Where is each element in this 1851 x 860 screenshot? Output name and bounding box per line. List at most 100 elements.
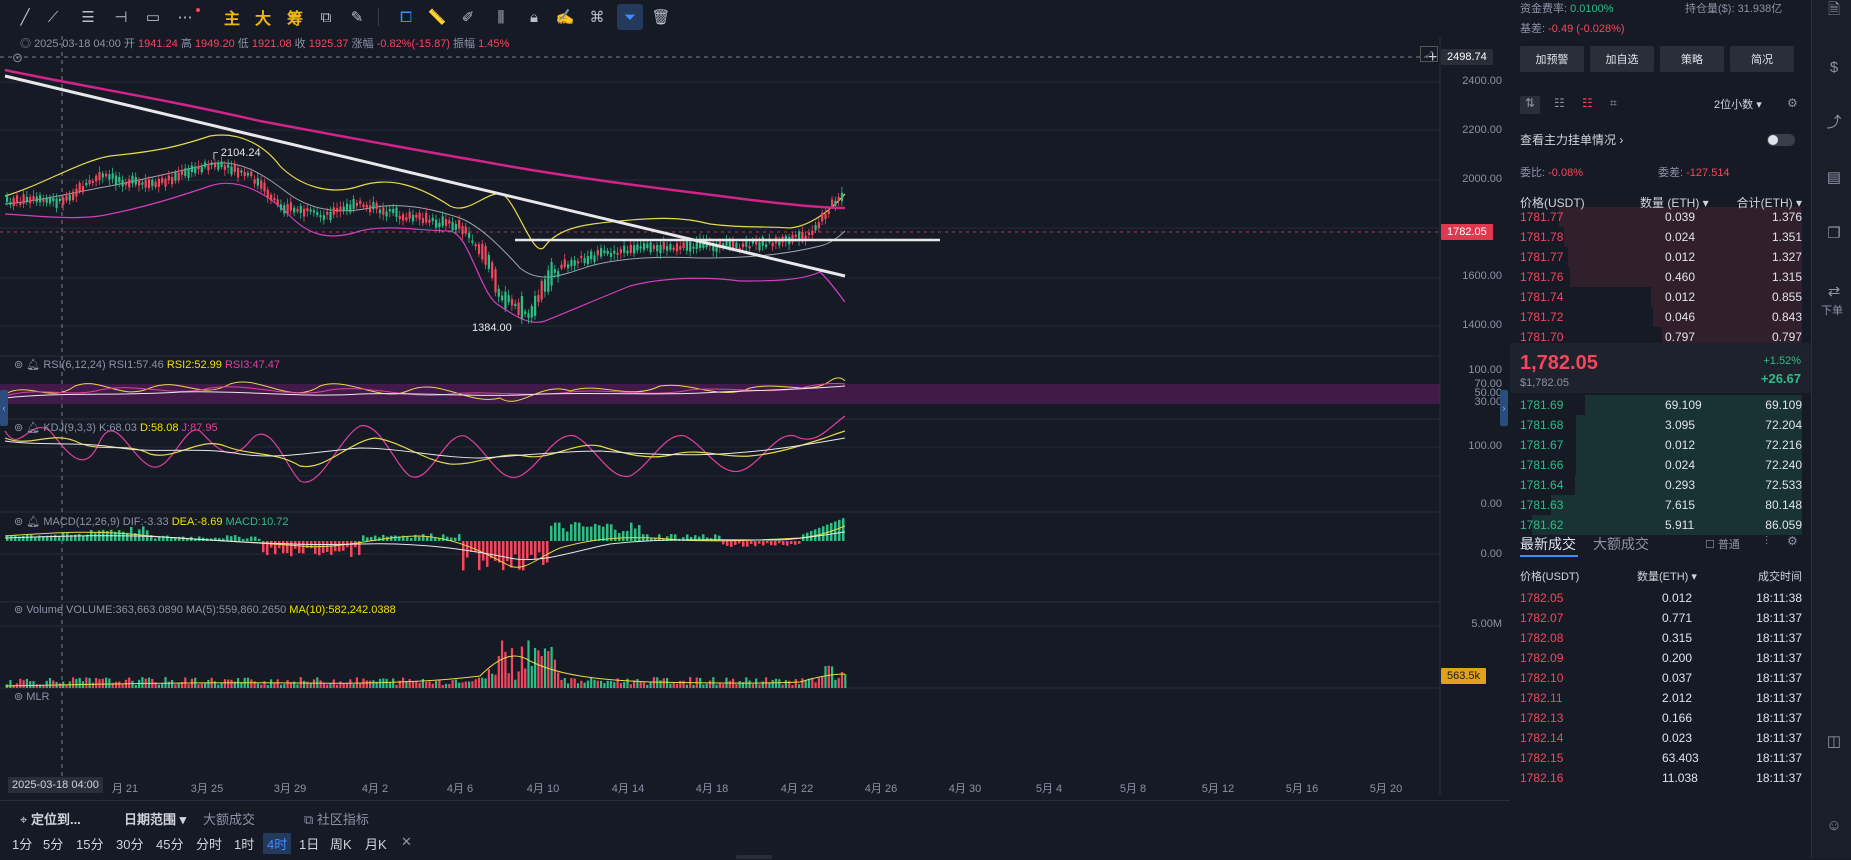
price-axis[interactable]: 2400.00 2200.00 2000.00 1600.00 1400.00 … [1440,36,1510,796]
ruler-icon[interactable]: 📏 [427,9,447,26]
bid-row[interactable]: 1781.66 0.024 72.240 [1520,455,1802,475]
trade-row[interactable]: 1782.11 2.012 18:11:37 [1520,688,1802,708]
more-tools-icon[interactable]: ⋯ [177,9,193,26]
robot-icon[interactable]: ☺ [1826,816,1842,834]
chart-icon[interactable]: ▤ [1826,169,1842,186]
big-trade-button[interactable]: 大 [254,11,271,28]
trade-row[interactable]: 1782.07 0.771 18:11:37 [1520,608,1802,628]
brush-icon[interactable]: ✐ [461,9,475,26]
resize-handle[interactable] [736,855,772,859]
collapse-left-handle[interactable]: ‹ [0,390,8,426]
view-main-orders-link[interactable]: 查看主力挂单情况 › [1520,131,1623,148]
compare-icon[interactable]: ⧉ [320,8,332,26]
bid-row[interactable]: 1781.63 7.615 80.148 [1520,495,1802,515]
rectangle-tool-icon[interactable]: ▭ [145,9,161,26]
filter-icon[interactable]: ⏷ [617,4,643,30]
ask-row[interactable]: 1781.78 0.024 1.351 [1520,227,1802,247]
gear-icon[interactable]: ⚙ [1787,96,1798,110]
settings-icon[interactable]: ⊚ [14,422,24,434]
bid-row[interactable]: 1781.64 0.293 72.533 [1520,475,1802,495]
tf-4h[interactable]: 4时 [263,833,292,854]
tf-week[interactable]: 周K [330,837,352,852]
trade-row[interactable]: 1782.05 0.012 18:11:38 [1520,588,1802,608]
trade-row[interactable]: 1782.15 63.403 18:11:37 [1520,748,1802,768]
settings-icon[interactable]: ⊚ [14,359,24,371]
trade-row[interactable]: 1782.16 11.038 18:11:37 [1520,768,1802,788]
trade-row[interactable]: 1782.14 0.023 18:11:37 [1520,728,1802,748]
filter-list-icon[interactable]: ⫶ [1765,534,1769,548]
candles-icon[interactable]: ⫼ [497,8,505,26]
horizontal-line-icon[interactable]: ⊣ [114,9,128,26]
lock-icon[interactable]: 🔒︎ [530,8,538,26]
windows-icon[interactable]: ❐ [1827,225,1841,242]
settings-icon[interactable]: ⊚ [14,691,24,703]
trade-row[interactable]: 1782.13 0.166 18:11:37 [1520,708,1802,728]
settings-icon[interactable]: ⊚ [14,604,24,616]
trend-icon[interactable]: ⤴ [1826,113,1842,131]
trade-row[interactable]: 1782.10 0.037 18:11:37 [1520,668,1802,688]
big-trades-tab[interactable]: 大额成交 [1593,536,1649,552]
normal-checkbox[interactable]: ☐ 普通 [1705,539,1740,551]
time-axis[interactable]: 2025-03-18 04:00 月 21 3月 25 3月 29 4月 2 4… [0,776,1510,796]
orderbook-both-icon[interactable]: ⇅ [1520,96,1540,114]
ask-row[interactable]: 1781.70 0.797 0.797 [1520,327,1802,347]
main-indicator-button[interactable]: 主 [223,11,240,28]
document-icon[interactable]: 🗎 [1827,0,1841,18]
bell-icon[interactable]: 🔔︎ [26,359,41,371]
bell-icon[interactable]: 🔔︎ [26,516,41,528]
tf-timeshare[interactable]: 分时 [196,837,223,852]
trade-row[interactable]: 1782.09 0.200 18:11:37 [1520,648,1802,668]
ask-row[interactable]: 1781.72 0.046 0.843 [1520,307,1802,327]
line-tool-icon[interactable]: ╱ [20,9,30,26]
chart-canvas[interactable] [0,36,1510,796]
bell-icon[interactable]: 🔔︎ [26,422,41,434]
bid-row[interactable]: 1781.69 69.109 69.109 [1520,395,1802,415]
date-range-dropdown[interactable]: 日期范围 ▾ [124,809,186,828]
trash-icon[interactable]: 🗑︎ [651,9,671,26]
main-orders-toggle[interactable] [1767,134,1795,146]
tf-month[interactable]: 月K [365,837,387,852]
add-alert-button[interactable]: 加预警 [1520,46,1584,72]
collapse-right-handle[interactable]: › [1500,390,1508,426]
magnet-icon[interactable]: ⌘ [589,9,605,26]
copy-icon[interactable]: ⧠ [399,8,412,26]
trade-row[interactable]: 1782.08 0.315 18:11:37 [1520,628,1802,648]
latest-trades-tab[interactable]: 最新成交 [1520,536,1576,552]
tf-45m[interactable]: 45分 [156,837,184,852]
ask-row[interactable]: 1781.76 0.460 1.315 [1520,267,1802,287]
parallel-lines-icon[interactable]: ☰ [81,9,95,26]
dollar-doc-icon[interactable]: $ [1829,58,1839,76]
ray-tool-icon[interactable]: ⟋ [47,8,59,26]
qty-col-header[interactable]: 数量 (ETH) ▾ [1640,196,1709,210]
order-icon[interactable]: ⇄ [1827,283,1841,300]
pen-settings-icon[interactable]: ✎ [350,9,364,26]
total-col-header[interactable]: 合计(ETH) ▾ [1736,196,1802,210]
decimals-dropdown[interactable]: 2位小数 ▾ [1714,96,1762,112]
note-icon[interactable]: ✍ [555,9,575,26]
bid-row[interactable]: 1781.68 3.095 72.204 [1520,415,1802,435]
tf-1h[interactable]: 1时 [234,837,255,852]
close-icon[interactable]: ✕ [401,834,412,849]
tf-1m[interactable]: 1分 [12,837,33,852]
ask-row[interactable]: 1781.77 0.039 1.376 [1520,207,1802,227]
orderbook-bids-icon[interactable]: ☷ [1582,96,1593,110]
strategy-button[interactable]: 策略 [1660,46,1724,72]
tf-1d[interactable]: 1日 [299,837,320,852]
orderbook-asks-icon[interactable]: ☷ [1554,96,1565,110]
ask-row[interactable]: 1781.77 0.012 1.327 [1520,247,1802,267]
tf-5m[interactable]: 5分 [43,837,64,852]
trade-qty-header[interactable]: 数量(ETH) ▾ [1637,571,1697,583]
orderbook-depth-icon[interactable]: ⌗ [1610,96,1617,110]
gear-icon[interactable]: ⚙ [1787,534,1798,548]
bid-row[interactable]: 1781.62 5.911 86.059 [1520,515,1802,535]
place-order-label[interactable]: 下单 [1821,305,1843,317]
ask-row[interactable]: 1781.74 0.012 0.855 [1520,287,1802,307]
layout-icon[interactable]: ◫ [1826,733,1842,750]
chip-distribution-button[interactable]: 筹 [286,11,303,28]
community-indicators-button[interactable]: ⧉ 社区指标 [304,809,369,828]
tf-15m[interactable]: 15分 [76,837,104,852]
locate-button[interactable]: ⌖ 定位到... [20,809,81,828]
add-watchlist-button[interactable]: 加自选 [1590,46,1654,72]
tf-30m[interactable]: 30分 [116,837,144,852]
big-trade-toggle[interactable]: 大额成交 [203,809,255,828]
